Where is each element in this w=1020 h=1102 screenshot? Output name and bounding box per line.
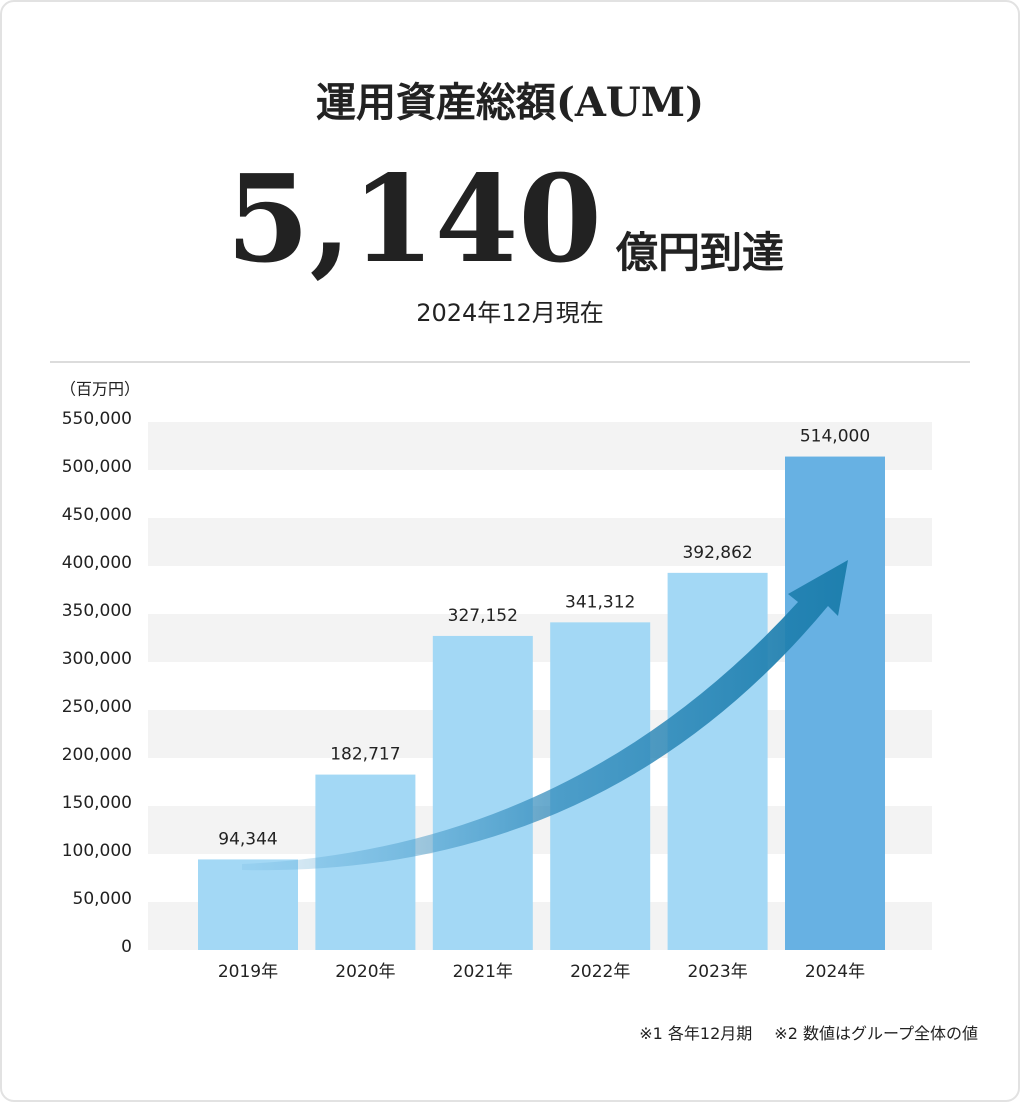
y-tick-label: 0	[121, 937, 132, 957]
growth-arrow	[242, 560, 848, 871]
value-label: 341,312	[565, 592, 635, 612]
value-label: 392,862	[682, 543, 752, 563]
x-tick-label: 2024年	[805, 962, 865, 982]
y-tick-label: 400,000	[62, 553, 132, 573]
y-tick-label: 150,000	[62, 793, 132, 813]
x-tick-label: 2020年	[335, 962, 395, 982]
footnote: ※2 数値はグループ全体の値	[774, 1024, 978, 1043]
y-axis-label: （百万円）	[60, 380, 140, 399]
x-tick-label: 2023年	[687, 962, 747, 982]
x-tick-label: 2021年	[453, 962, 513, 982]
value-label: 514,000	[800, 427, 870, 447]
footnote: ※1 各年12月期	[639, 1024, 752, 1043]
bar	[785, 456, 885, 950]
y-tick-label: 250,000	[62, 697, 132, 717]
footnotes: ※1 各年12月期 ※2 数値はグループ全体の値	[639, 1024, 978, 1043]
bar	[667, 572, 768, 950]
headline-unit: 億円到達	[615, 228, 784, 277]
headline-value: 5,140	[226, 149, 602, 290]
title: 運用資産総額(AUM)	[316, 79, 704, 126]
y-tick-label: 500,000	[62, 457, 132, 477]
date: 2024年12月現在	[416, 299, 604, 327]
bar	[432, 635, 533, 950]
bars: 94,344 2019年 182,717 2020年 327,152 2021年 341,3…	[198, 427, 885, 982]
y-tick-label: 100,000	[62, 841, 132, 861]
value-label: 327,152	[448, 606, 518, 626]
y-tick-label: 300,000	[62, 649, 132, 669]
y-tick-label: 350,000	[62, 601, 132, 621]
y-tick-label: 200,000	[62, 745, 132, 765]
value-label: 94,344	[218, 829, 277, 849]
x-tick-label: 2022年	[570, 962, 630, 982]
y-tick-label: 550,000	[62, 409, 132, 429]
x-tick-label: 2019年	[218, 962, 278, 982]
bar	[198, 859, 298, 950]
value-label: 182,717	[330, 745, 400, 765]
y-tick-label: 450,000	[62, 505, 132, 525]
y-tick-label: 50,000	[73, 889, 132, 909]
